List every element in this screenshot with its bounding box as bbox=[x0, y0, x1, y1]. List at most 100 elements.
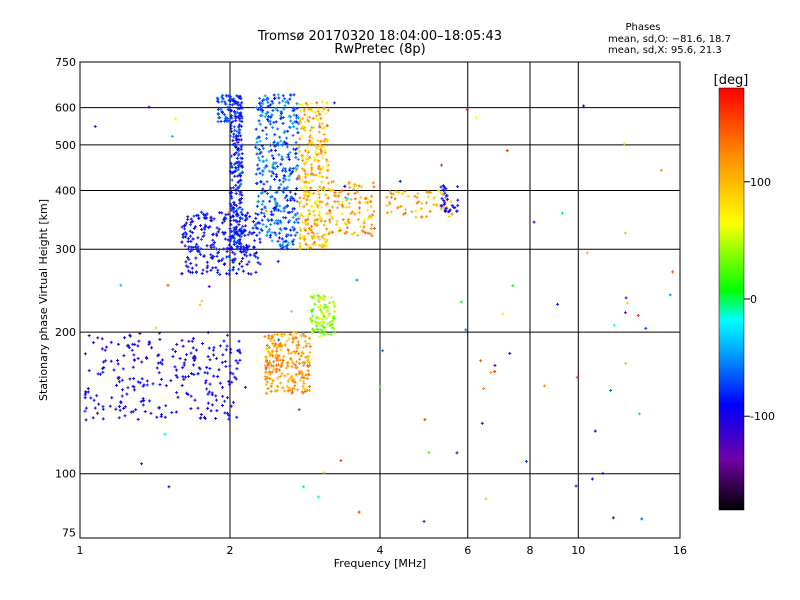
data-point bbox=[349, 211, 353, 215]
data-point bbox=[322, 471, 326, 475]
data-point bbox=[190, 339, 194, 343]
data-point bbox=[295, 127, 299, 131]
data-point bbox=[292, 125, 296, 129]
data-point bbox=[265, 377, 269, 381]
data-point bbox=[294, 120, 298, 124]
data-point bbox=[210, 403, 214, 407]
data-point bbox=[255, 152, 259, 156]
data-point bbox=[247, 244, 251, 248]
x-tick-label: 2 bbox=[227, 544, 234, 557]
data-point bbox=[366, 216, 370, 220]
data-point bbox=[237, 339, 241, 343]
data-point bbox=[274, 342, 278, 346]
data-point bbox=[299, 109, 303, 113]
data-point bbox=[258, 152, 262, 156]
data-point bbox=[227, 243, 231, 247]
data-point bbox=[279, 348, 283, 352]
data-point bbox=[147, 105, 151, 109]
data-point bbox=[319, 323, 323, 327]
data-point bbox=[255, 222, 259, 226]
data-point bbox=[194, 348, 198, 352]
data-point bbox=[225, 94, 229, 98]
data-point bbox=[303, 149, 307, 153]
data-point bbox=[311, 136, 315, 140]
data-point bbox=[332, 101, 336, 105]
data-point bbox=[199, 252, 203, 256]
data-point bbox=[323, 304, 327, 308]
data-point bbox=[212, 254, 216, 258]
data-point bbox=[205, 365, 209, 369]
data-point bbox=[315, 101, 319, 105]
data-point bbox=[455, 209, 459, 213]
data-point bbox=[241, 256, 245, 260]
data-point bbox=[295, 211, 299, 215]
data-point bbox=[300, 134, 304, 138]
data-point bbox=[169, 379, 173, 383]
data-point bbox=[259, 101, 263, 105]
data-point bbox=[120, 378, 124, 382]
data-point bbox=[269, 222, 273, 226]
data-point bbox=[259, 104, 263, 108]
data-point bbox=[359, 224, 363, 228]
data-point bbox=[307, 119, 311, 123]
data-point bbox=[344, 198, 348, 202]
data-point bbox=[308, 141, 312, 145]
data-point bbox=[624, 361, 628, 365]
data-point bbox=[235, 137, 239, 141]
data-point bbox=[637, 412, 641, 416]
data-point bbox=[228, 239, 232, 243]
data-point bbox=[273, 140, 277, 144]
data-point bbox=[197, 250, 201, 254]
data-point bbox=[309, 163, 313, 167]
data-point bbox=[636, 314, 640, 318]
data-point bbox=[273, 133, 277, 137]
data-point bbox=[475, 116, 479, 120]
data-point bbox=[441, 193, 445, 197]
data-point bbox=[302, 196, 306, 200]
data-point bbox=[285, 145, 289, 149]
data-point bbox=[232, 135, 236, 139]
data-point bbox=[293, 220, 297, 224]
data-point bbox=[108, 404, 112, 408]
data-point bbox=[297, 122, 301, 126]
data-point bbox=[295, 343, 299, 347]
data-point bbox=[103, 348, 107, 352]
data-point bbox=[186, 247, 190, 251]
data-point bbox=[256, 261, 260, 265]
data-point bbox=[326, 138, 330, 142]
data-point bbox=[305, 198, 309, 202]
data-point bbox=[319, 320, 323, 324]
data-point bbox=[180, 383, 184, 387]
data-point bbox=[273, 178, 277, 182]
data-point bbox=[319, 117, 323, 121]
data-point bbox=[263, 94, 267, 98]
data-point bbox=[268, 103, 272, 107]
data-point bbox=[278, 381, 282, 385]
data-point bbox=[220, 360, 224, 364]
data-point bbox=[319, 139, 323, 143]
data-point bbox=[320, 317, 324, 321]
data-point bbox=[194, 256, 198, 260]
data-point bbox=[532, 220, 536, 224]
data-point bbox=[340, 203, 344, 207]
data-point bbox=[233, 128, 237, 132]
data-point bbox=[278, 374, 282, 378]
data-point bbox=[234, 192, 238, 196]
data-point bbox=[126, 386, 130, 390]
data-point bbox=[226, 396, 230, 400]
data-point bbox=[389, 191, 393, 195]
data-point bbox=[287, 220, 291, 224]
data-point bbox=[419, 207, 423, 211]
data-point bbox=[302, 204, 306, 208]
data-point bbox=[441, 184, 445, 188]
data-point bbox=[238, 103, 242, 107]
data-point bbox=[315, 159, 319, 163]
data-point bbox=[259, 150, 263, 154]
data-point bbox=[313, 302, 317, 306]
data-point bbox=[292, 377, 296, 381]
data-point bbox=[325, 227, 329, 231]
data-point bbox=[144, 355, 148, 359]
data-point bbox=[254, 251, 258, 255]
data-point bbox=[332, 193, 336, 197]
data-point bbox=[154, 326, 158, 330]
